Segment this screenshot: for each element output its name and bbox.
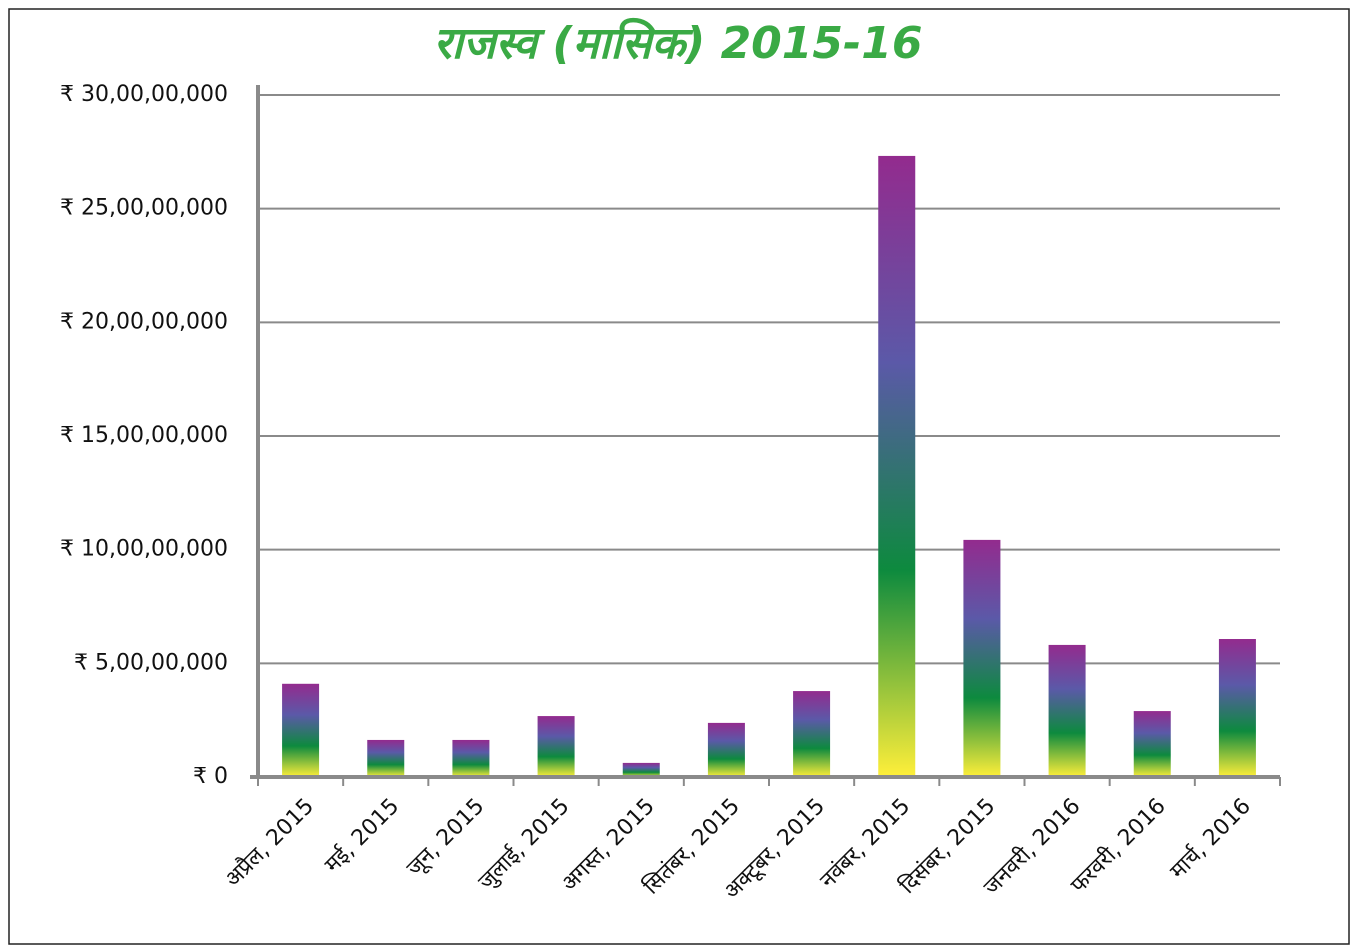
y-tick-label: ₹ 5,00,00,000 [74,650,228,675]
y-tick-label: ₹ 25,00,00,000 [60,196,228,221]
y-tick-label: ₹ 20,00,00,000 [60,309,228,334]
chart-title: राजस्व (मासिक) 2015-16 [433,17,922,69]
frame [8,8,1350,945]
y-tick-label: ₹ 15,00,00,000 [60,423,228,448]
bar [282,683,320,777]
bar [963,539,1001,777]
bar [622,762,660,777]
bar [878,155,916,777]
y-tick-label: ₹ 30,00,00,000 [60,82,228,107]
bar [1218,639,1256,777]
y-tick-label: ₹ 0 [193,764,228,789]
bar [537,716,575,777]
bar [367,739,405,777]
bar [1133,711,1171,777]
bar [452,739,490,777]
bar [793,691,831,777]
bar [707,722,745,777]
y-tick-label: ₹ 10,00,00,000 [60,537,228,562]
bar [1048,644,1086,777]
